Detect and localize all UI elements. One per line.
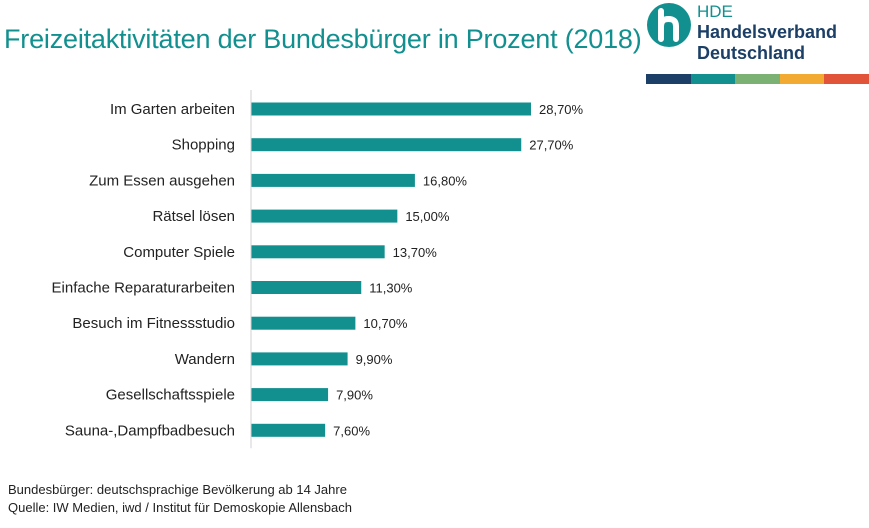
logo-wordmark: HDE Handelsverband Deutschland: [697, 2, 837, 64]
chart-title: Freizeitaktivitäten der Bundesbürger in …: [4, 24, 642, 54]
category-label: Sauna-,Dampfbadbesuch: [65, 422, 235, 439]
data-label: 15,00%: [405, 209, 450, 224]
logo-line-hde: HDE: [697, 2, 733, 21]
logo-stripe: [646, 74, 691, 84]
data-label: 28,70%: [539, 102, 584, 117]
logo-line-deutschland: Deutschland: [697, 43, 806, 63]
data-label: 10,70%: [363, 316, 408, 331]
logo-stripe: [690, 74, 736, 84]
data-label: 7,60%: [333, 423, 370, 438]
bar: [251, 281, 362, 294]
logo-stripe: [824, 74, 869, 84]
category-label: Zum Essen ausgehen: [89, 172, 235, 189]
hde-logo-icon: [647, 3, 691, 47]
category-label: Shopping: [172, 137, 235, 154]
data-label: 16,80%: [423, 173, 468, 188]
footnote-population: Bundesbürger: deutschsprachige Bevölkeru…: [8, 482, 347, 497]
logo-line-handelsverband: Handelsverband: [697, 22, 838, 42]
category-label: Gesellschaftsspiele: [106, 387, 235, 404]
bar: [251, 173, 415, 187]
category-label: Rätsel lösen: [152, 208, 235, 225]
logo-stripe: [735, 74, 780, 84]
data-label: 7,90%: [336, 388, 373, 403]
bar: [251, 209, 398, 223]
footnote-source: Quelle: IW Medien, iwd / Institut für De…: [8, 500, 352, 515]
bar: [251, 245, 385, 259]
bar: [251, 352, 348, 366]
data-label: 13,70%: [393, 245, 438, 260]
category-label: Im Garten arbeiten: [110, 101, 235, 118]
data-label: 11,30%: [369, 281, 413, 296]
category-label: Besuch im Fitnessstudio: [72, 315, 235, 332]
bar-chart: Im Garten arbeiten 28,70% Shopping 27,70% Zu…: [52, 90, 584, 449]
logo-stripe: [779, 74, 825, 84]
category-label: Einfache Reparaturarbeiten: [52, 280, 235, 297]
data-label: 27,70%: [529, 138, 574, 153]
bar: [251, 102, 531, 116]
bar: [251, 316, 356, 330]
footnote: Bundesbürger: deutschsprachige Bevölkeru…: [8, 481, 352, 517]
bar: [251, 138, 522, 152]
category-label: Computer Spiele: [123, 244, 235, 261]
hde-logo: HDE Handelsverband Deutschland: [646, 0, 869, 86]
logo-color-stripes: [646, 74, 869, 84]
bar: [251, 388, 329, 402]
data-label: 9,90%: [356, 352, 393, 367]
bar: [251, 423, 326, 437]
category-label: Wandern: [175, 351, 235, 368]
